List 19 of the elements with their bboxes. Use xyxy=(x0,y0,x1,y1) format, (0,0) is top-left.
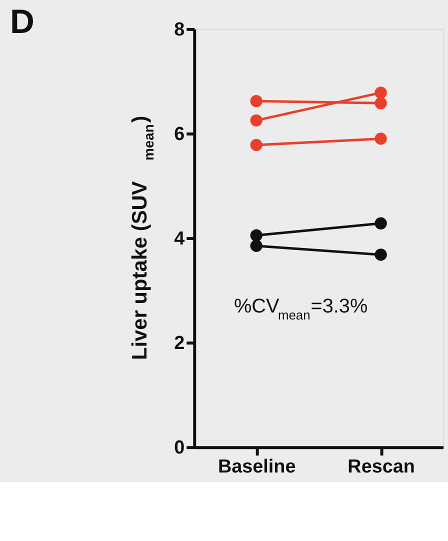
point xyxy=(374,86,387,99)
point xyxy=(374,132,387,145)
point xyxy=(250,94,262,108)
point xyxy=(374,97,387,110)
point xyxy=(250,114,262,126)
y-tick-label: 0 xyxy=(174,438,185,459)
x-tick-label: Rescan xyxy=(348,456,415,478)
point xyxy=(374,217,387,230)
y-axis-title: Liver uptake (SUVmean) xyxy=(128,116,156,360)
y-tick-label: 6 xyxy=(174,124,185,145)
y-tick-label: 4 xyxy=(174,228,186,250)
point xyxy=(250,229,262,242)
x-tick-label: Baseline xyxy=(218,456,296,478)
point xyxy=(374,248,387,261)
y-tick-label: 2 xyxy=(174,333,185,354)
y-tick-label: 8 xyxy=(174,19,185,40)
point xyxy=(250,240,262,252)
point xyxy=(250,138,262,152)
chart-title: D xyxy=(10,2,34,41)
